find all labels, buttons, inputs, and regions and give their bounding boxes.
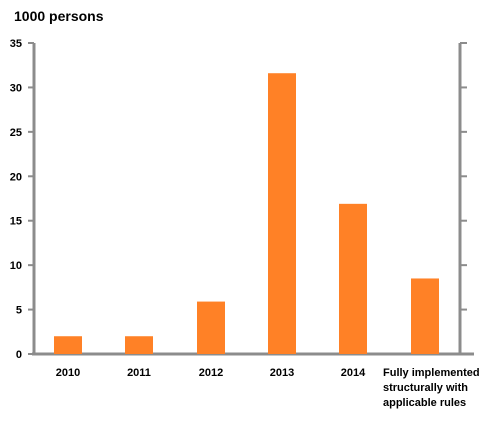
chart-axes bbox=[28, 42, 474, 356]
chart-labels: 0 5 10 15 20 25 30 35 2010 2011 2012 2013 2014 Fully … bbox=[10, 38, 480, 409]
y-tick-label: 25 bbox=[10, 127, 22, 139]
y-unit-label: 1000 persons bbox=[14, 8, 104, 24]
x-category-label-line: 2013 bbox=[270, 367, 294, 379]
y-tick-label: 35 bbox=[10, 38, 22, 50]
x-category-label: Fully implemented structurally with applic… bbox=[383, 367, 480, 409]
bar bbox=[197, 301, 225, 354]
y-tick-label: 0 bbox=[16, 349, 22, 361]
x-category-label: 2013 bbox=[270, 367, 294, 379]
x-category-label-line: 2010 bbox=[56, 367, 80, 379]
y-tick-label: 10 bbox=[10, 260, 22, 272]
x-category-label-line: applicable rules bbox=[383, 397, 466, 409]
chart-bars bbox=[54, 73, 439, 354]
bar bbox=[339, 203, 367, 354]
x-category-label-line: structurally with bbox=[383, 382, 468, 394]
x-category-label-line: 2012 bbox=[199, 367, 223, 379]
y-tick-label: 15 bbox=[10, 216, 22, 228]
x-category-label-line: 2014 bbox=[341, 367, 366, 379]
x-category-label: 2010 bbox=[56, 367, 80, 379]
x-category-label: 2012 bbox=[199, 367, 223, 379]
x-category-label-line: Fully implemented bbox=[383, 367, 480, 379]
x-category-label: 2011 bbox=[127, 367, 151, 379]
bar bbox=[125, 336, 153, 354]
bar bbox=[268, 73, 296, 354]
bar bbox=[411, 278, 439, 354]
y-tick-label: 5 bbox=[16, 305, 22, 317]
x-category-label-line: 2011 bbox=[127, 367, 151, 379]
x-category-label: 2014 bbox=[341, 367, 366, 379]
y-tick-label: 30 bbox=[10, 82, 22, 94]
y-tick-label: 20 bbox=[10, 171, 22, 183]
bar bbox=[54, 336, 82, 354]
